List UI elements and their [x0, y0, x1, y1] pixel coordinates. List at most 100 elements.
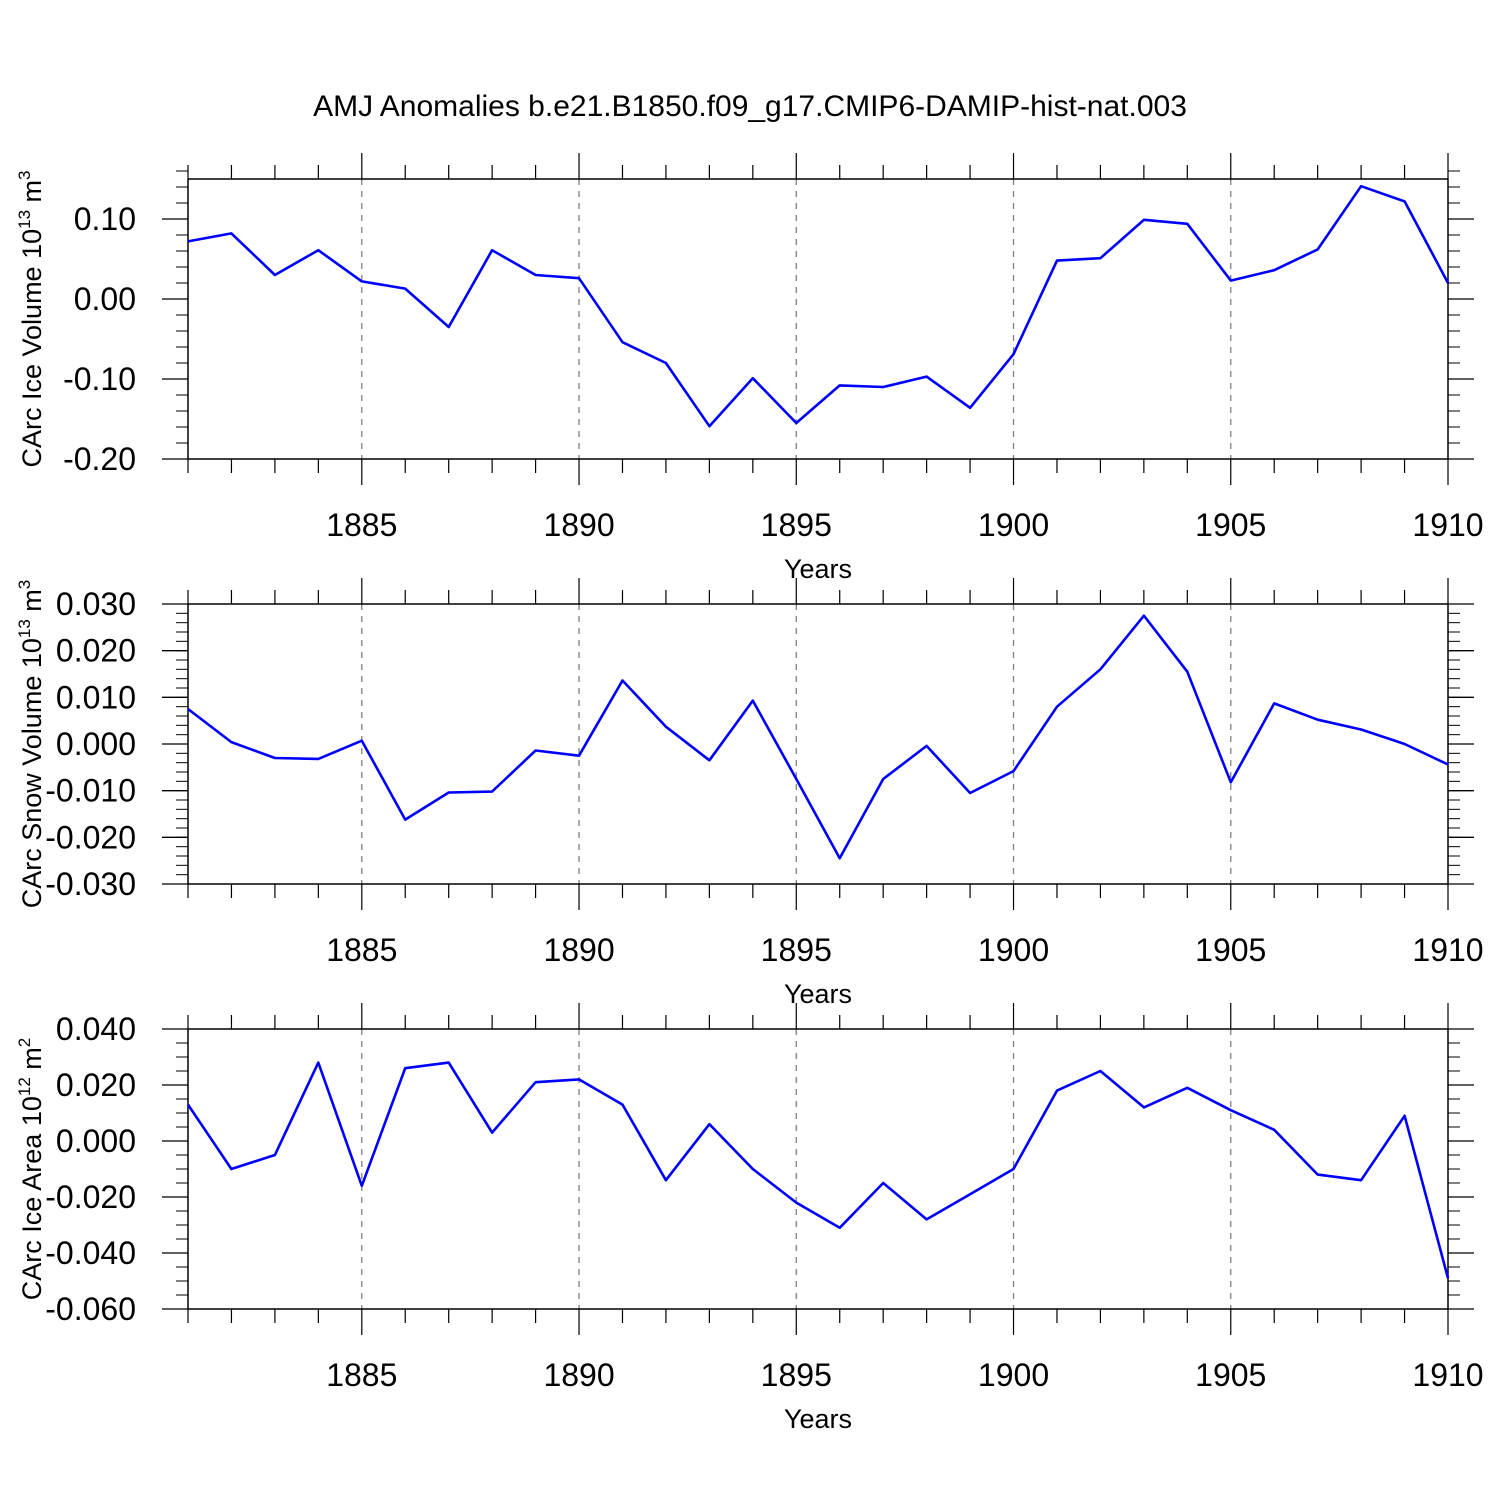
y-tick-label: -0.020 — [45, 819, 136, 855]
data-point — [273, 1153, 277, 1157]
data-point — [316, 1061, 320, 1065]
data-point — [1229, 780, 1233, 784]
y-tick-label: 0.000 — [56, 726, 136, 762]
y-axis-label: CArc Ice Area 1012 m2 — [15, 1038, 47, 1301]
x-tick-label: 1900 — [978, 932, 1049, 968]
data-point — [1098, 1069, 1102, 1073]
y-tick-label: 0.040 — [56, 1011, 136, 1047]
data-point — [1185, 1086, 1189, 1090]
x-tick-label: 1905 — [1195, 1357, 1266, 1393]
series-line — [187, 614, 1449, 860]
x-tick-label: 1885 — [326, 507, 397, 543]
data-point — [838, 1226, 842, 1230]
data-point — [577, 276, 581, 280]
data-point — [186, 239, 190, 243]
data-point — [403, 1066, 407, 1070]
x-tick-label: 1885 — [326, 932, 397, 968]
data-point — [447, 791, 451, 795]
x-axis-label: Years — [784, 554, 852, 584]
data-point — [1446, 1276, 1450, 1280]
data-point — [534, 273, 538, 277]
data-point — [1403, 1114, 1407, 1118]
y-tick-label: -0.030 — [45, 866, 136, 902]
panel-1: -0.20 -0.10 0.00 0.10 1885 1890 1895 1900 1905 19… — [15, 153, 1484, 584]
data-point — [490, 248, 494, 252]
y-tick-label: -0.020 — [45, 1179, 136, 1215]
data-point — [968, 791, 972, 795]
chart-title: AMJ Anomalies b.e21.B1850.f09_g17.CMIP6-… — [313, 90, 1187, 123]
x-tick-label: 1890 — [543, 1357, 614, 1393]
data-point — [360, 279, 364, 283]
data-point — [1403, 199, 1407, 203]
y-tick-label: 0.020 — [56, 1067, 136, 1103]
data-point — [403, 818, 407, 822]
x-tick-label: 1910 — [1412, 932, 1483, 968]
y-tick-label: 0.00 — [74, 281, 136, 317]
data-point — [490, 790, 494, 794]
series-line — [187, 184, 1450, 428]
panel-3: -0.060 -0.040 -0.020 0.000 0.020 0.040 1885 189… — [15, 1003, 1484, 1434]
data-point — [794, 1201, 798, 1205]
y-tick-label: -0.20 — [63, 441, 136, 477]
data-point — [1272, 701, 1276, 705]
data-point — [229, 1167, 233, 1171]
y-tick-label: -0.060 — [45, 1291, 136, 1327]
data-point — [1272, 268, 1276, 272]
x-tick-label: 1905 — [1195, 932, 1266, 968]
data-point — [316, 757, 320, 761]
data-point — [1316, 718, 1320, 722]
data-point — [1185, 670, 1189, 674]
data-point — [1316, 1173, 1320, 1177]
data-point — [360, 739, 364, 743]
data-point — [577, 1077, 581, 1081]
data-point — [1055, 259, 1059, 263]
data-point — [577, 754, 581, 758]
y-tick-label: 0.020 — [56, 633, 136, 669]
series-line — [186, 1061, 1450, 1279]
panel-2: -0.030 -0.020 -0.010 0.000 0.010 0.020 0.030 18… — [15, 578, 1484, 1009]
data-point — [1142, 614, 1146, 618]
data-point — [620, 679, 624, 683]
data-point — [1359, 184, 1363, 188]
data-point — [403, 287, 407, 291]
y-tick-label: 0.10 — [74, 201, 136, 237]
x-tick-label: 1895 — [761, 932, 832, 968]
y-tick-label: -0.10 — [63, 361, 136, 397]
data-point — [1012, 1167, 1016, 1171]
data-point — [534, 1080, 538, 1084]
data-point — [229, 231, 233, 235]
data-point — [1229, 279, 1233, 283]
x-tick-label: 1885 — [326, 1357, 397, 1393]
data-point — [360, 1184, 364, 1188]
data-point — [186, 707, 190, 711]
data-point — [664, 361, 668, 365]
data-point — [447, 1061, 451, 1065]
data-point — [1012, 769, 1016, 773]
data-point — [316, 248, 320, 252]
data-point — [1446, 281, 1450, 285]
data-point — [620, 1103, 624, 1107]
x-tick-label: 1890 — [543, 932, 614, 968]
data-point — [273, 756, 277, 760]
data-point — [1142, 1105, 1146, 1109]
data-point — [794, 777, 798, 781]
x-tick-label: 1910 — [1412, 1357, 1483, 1393]
data-point — [229, 740, 233, 744]
data-point — [968, 406, 972, 410]
data-point — [1055, 1089, 1059, 1093]
data-point — [1403, 742, 1407, 746]
x-axis-label: Years — [784, 979, 852, 1009]
x-axis-label: Years — [784, 1404, 852, 1434]
data-point — [1359, 728, 1363, 732]
x-tick-label: 1895 — [761, 507, 832, 543]
data-point — [1316, 247, 1320, 251]
data-point — [620, 340, 624, 344]
data-point — [838, 383, 842, 387]
x-tick-label: 1910 — [1412, 507, 1483, 543]
data-point — [534, 749, 538, 753]
data-point — [751, 699, 755, 703]
data-point — [881, 777, 885, 781]
data-point — [1229, 1108, 1233, 1112]
y-axis-label: CArc Ice Volume 1013 m3 — [15, 170, 47, 467]
data-point — [925, 744, 929, 748]
